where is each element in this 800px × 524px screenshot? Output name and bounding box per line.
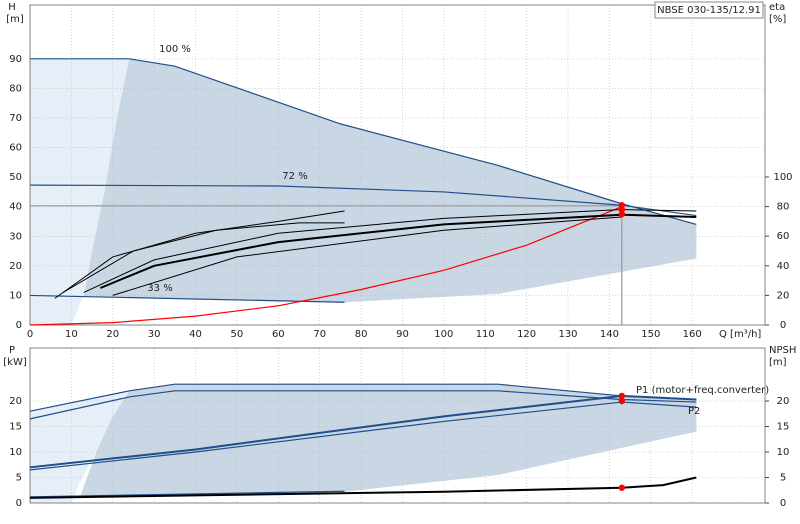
y-tick-label: 20 [9, 261, 22, 272]
y-label: H [8, 2, 16, 13]
curve-label: 33 % [147, 283, 172, 294]
x-tick-label: 90 [396, 329, 409, 340]
y2-tick-label: 100 [773, 172, 792, 183]
x-tick-label: 130 [558, 329, 577, 340]
x-tick-label: 110 [476, 329, 495, 340]
y2-unit: [m] [769, 357, 787, 368]
y2-tick-label: 20 [777, 290, 790, 301]
y-tick-label: 80 [9, 83, 22, 94]
y-tick-label: 10 [9, 447, 22, 458]
curve [112, 216, 622, 296]
y2-unit: [%] [769, 14, 786, 25]
curve [99, 213, 697, 289]
y-tick-label: 90 [9, 54, 22, 65]
y-tick-label: 0 [16, 320, 22, 331]
curve-label: 72 % [282, 171, 307, 182]
x-tick-label: 60 [272, 329, 285, 340]
x-tick-label: 30 [148, 329, 161, 340]
curve-label: P1 (motor+freq.converter) [636, 385, 769, 396]
y2-tick-label: 80 [777, 202, 790, 213]
curve [29, 401, 697, 471]
y2-tick-label: 40 [777, 261, 790, 272]
y-tick-label: 0 [16, 498, 22, 509]
x-tick-label: 100 [434, 329, 453, 340]
curve [83, 209, 697, 293]
chart-title: NBSE 030-135/12.91 [657, 5, 761, 16]
y2-label: eta [769, 2, 785, 13]
x-tick-label: 150 [641, 329, 660, 340]
curve-label: P2 [688, 406, 700, 417]
plot-frame [29, 347, 766, 504]
y-unit: [m] [6, 14, 24, 25]
y2-tick-label: 60 [777, 231, 790, 242]
x-tick-label: 70 [313, 329, 326, 340]
curve [29, 184, 697, 217]
y-tick-label: 70 [9, 113, 22, 124]
y-tick-label: 40 [9, 202, 22, 213]
x-tick-label: 50 [231, 329, 244, 340]
curve-label: 100 % [159, 44, 191, 55]
y-unit: [kW] [3, 357, 27, 368]
y-tick-label: 30 [9, 231, 22, 242]
x-tick-label: 140 [600, 329, 619, 340]
title-box [654, 1, 764, 19]
operating-point [618, 210, 626, 218]
x-tick-label: 80 [355, 329, 368, 340]
curve [29, 394, 697, 469]
y2-tick-label: 15 [777, 422, 790, 433]
y2-tick-label: 0 [780, 320, 786, 331]
plot-frame [29, 4, 766, 326]
operating-point [618, 202, 626, 209]
operating-point [618, 206, 626, 213]
x-tick-label: 160 [683, 329, 702, 340]
x-tick-label: 10 [65, 329, 78, 340]
operating-area [30, 390, 130, 503]
curve [29, 490, 345, 498]
curve [29, 206, 623, 326]
y-tick-label: 60 [9, 143, 22, 154]
operating-area [79, 384, 697, 498]
curve [29, 476, 697, 499]
operating-point [618, 392, 626, 400]
y-tick-label: 20 [9, 396, 22, 407]
y2-tick-label: 5 [780, 473, 786, 484]
y-tick-label: 15 [9, 422, 22, 433]
y-label: P [9, 345, 15, 356]
y2-label: NPSH [769, 345, 796, 356]
x-tick-label: 20 [106, 329, 119, 340]
curve [54, 210, 345, 299]
operating-area [30, 58, 130, 326]
x-tick-label: 120 [517, 329, 536, 340]
y2-tick-label: 10 [777, 447, 790, 458]
y-tick-label: 50 [9, 172, 22, 183]
x-label: Q [m³/h] [719, 329, 761, 340]
y2-tick-label: 20 [777, 396, 790, 407]
curve [29, 390, 697, 420]
operating-point [618, 397, 626, 405]
y-tick-label: 5 [16, 473, 22, 484]
y-tick-label: 10 [9, 290, 22, 301]
y2-tick-label: 0 [780, 498, 786, 509]
x-tick-label: 0 [27, 329, 33, 340]
operating-point [618, 484, 626, 491]
x-tick-label: 40 [189, 329, 202, 340]
curve [29, 294, 345, 303]
